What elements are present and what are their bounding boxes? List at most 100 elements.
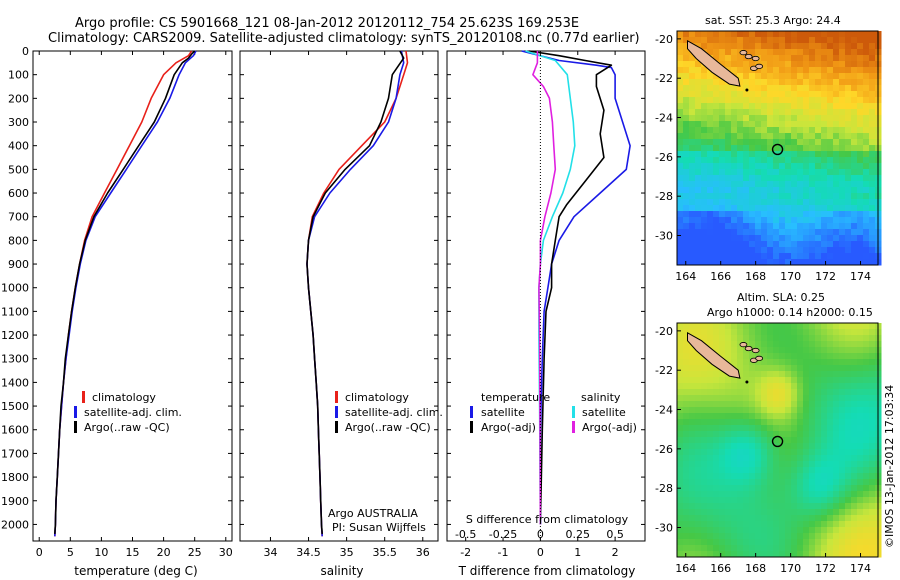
map-cell (695, 329, 702, 336)
map-cell (725, 115, 732, 122)
map-cell (719, 127, 726, 134)
map-cell (689, 169, 696, 176)
map-cell (689, 455, 696, 462)
y-tick-label: 600 (8, 187, 29, 200)
map-cell (689, 401, 696, 408)
map-cell (743, 521, 750, 528)
map-cell (737, 103, 744, 110)
map-cell (761, 461, 768, 468)
map-cell (767, 515, 774, 522)
map-cell (827, 103, 834, 110)
map-cell (803, 455, 810, 462)
map-cell (683, 365, 690, 372)
map-cell (731, 145, 738, 152)
map-cell (701, 199, 708, 206)
map-cell (773, 157, 780, 164)
map-cell (695, 485, 702, 492)
map-cell (731, 335, 738, 342)
map-cell (797, 241, 804, 248)
map-cell (749, 323, 756, 330)
map-cell (779, 395, 786, 402)
map-cell (809, 539, 816, 546)
map-cell (779, 461, 786, 468)
map-cell (791, 79, 798, 86)
map-cell (767, 61, 774, 68)
map-cell (863, 49, 870, 56)
map-cell (785, 31, 792, 38)
map-cell (833, 509, 840, 516)
map-cell (815, 485, 822, 492)
map-cell (803, 329, 810, 336)
map-cell (755, 241, 762, 248)
map-cell (785, 193, 792, 200)
map-cell (845, 31, 852, 38)
map-cell (809, 467, 816, 474)
map-cell (695, 401, 702, 408)
map-cell (749, 431, 756, 438)
map-cell (785, 455, 792, 462)
map-cell (803, 139, 810, 146)
map-cell (725, 37, 732, 44)
map-cell (779, 389, 786, 396)
map-cell (683, 443, 690, 450)
map-cell (845, 365, 852, 372)
map-cell (743, 259, 750, 266)
map-cell (845, 419, 852, 426)
map-cell (725, 247, 732, 254)
map-cell (749, 485, 756, 492)
map-cell (683, 199, 690, 206)
principal-investigator: PI: Susan Wijffels (332, 521, 426, 534)
map-cell (701, 533, 708, 540)
map-cell (851, 121, 858, 128)
map-cell (809, 383, 816, 390)
map-cell (797, 371, 804, 378)
difference-legend: temperature salinity satellite Argo(-adj… (470, 391, 637, 434)
map-cell (821, 253, 828, 260)
y-tick-label: 1100 (1, 305, 29, 318)
map-cell (773, 133, 780, 140)
map-cell (815, 371, 822, 378)
map-cell (755, 79, 762, 86)
map-cell (827, 359, 834, 366)
map-cell (845, 115, 852, 122)
map-cell (785, 515, 792, 522)
map-cell (737, 175, 744, 182)
map-cell (809, 145, 816, 152)
map-cell (869, 371, 876, 378)
map-cell (683, 461, 690, 468)
map-cell (869, 365, 876, 372)
map-cell (797, 479, 804, 486)
map-cell (851, 389, 858, 396)
legend-satellite-sal-swatch (572, 406, 575, 418)
map-cell (725, 217, 732, 224)
map-cell (755, 73, 762, 80)
map-cell (743, 425, 750, 432)
map-cell (719, 139, 726, 146)
map-cell (803, 323, 810, 330)
map-cell (737, 545, 744, 552)
map-cell (725, 241, 732, 248)
map-cell (773, 407, 780, 414)
map-cell (725, 503, 732, 510)
map-cell (707, 365, 714, 372)
map-cell (731, 229, 738, 236)
map-cell (731, 169, 738, 176)
map-cell (815, 527, 822, 534)
map-cell (809, 329, 816, 336)
map-cell (809, 139, 816, 146)
map-cell (719, 533, 726, 540)
map-cell (737, 181, 744, 188)
map-cell (779, 515, 786, 522)
map-cell (869, 419, 876, 426)
map-cell (779, 539, 786, 546)
map-cell (851, 395, 858, 402)
map-cell (803, 371, 810, 378)
loyalty-island (751, 55, 760, 62)
map-cell (689, 407, 696, 414)
map-cell (827, 329, 834, 336)
map-cell (773, 109, 780, 116)
map-cell (767, 503, 774, 510)
map-cell (677, 377, 684, 384)
map-cell (719, 341, 726, 348)
map-cell (785, 545, 792, 552)
